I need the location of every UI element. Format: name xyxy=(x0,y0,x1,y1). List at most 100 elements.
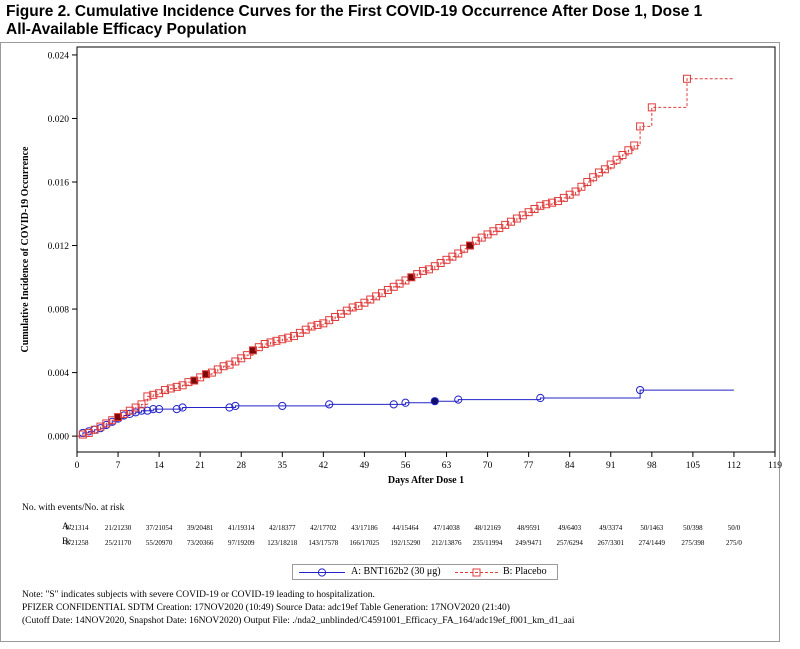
data-point-b xyxy=(278,335,287,344)
risk-table-cell: 275/398 xyxy=(681,539,705,547)
data-point-b xyxy=(571,187,580,196)
data-point-b xyxy=(272,336,281,345)
data-point-a xyxy=(635,385,645,395)
data-point-b xyxy=(149,390,158,399)
data-point-b xyxy=(160,386,169,395)
x-tick-label: 70 xyxy=(483,461,493,471)
data-point-b xyxy=(260,340,269,348)
figure-title-line1: Figure 2. Cumulative Incidence Curves fo… xyxy=(6,3,703,20)
legend-marker-a xyxy=(317,568,327,577)
data-point-b xyxy=(577,182,586,191)
data-point-b xyxy=(454,249,463,258)
y-tick-label: 0.016 xyxy=(48,179,70,189)
data-point-b xyxy=(313,320,322,329)
risk-table-cell: 257/6294 xyxy=(556,539,583,547)
plot-area xyxy=(76,46,776,453)
data-point-b xyxy=(624,146,633,155)
risk-table-cell: 50/398 xyxy=(683,524,703,532)
data-point-b xyxy=(219,362,228,371)
data-point-a xyxy=(155,405,164,414)
data-point-b xyxy=(606,160,615,169)
data-point-b xyxy=(683,74,692,83)
data-point-a xyxy=(172,405,181,414)
risk-table-cell: 0/21258 xyxy=(65,539,89,547)
risk-row-label: B: xyxy=(62,537,71,547)
data-point-a xyxy=(149,405,158,414)
risk-table-cell: 123/18218 xyxy=(267,539,298,547)
data-point-b xyxy=(647,103,656,112)
x-tick-label: 112 xyxy=(727,461,741,471)
risk-table-cell: 192/15290 xyxy=(390,539,421,547)
x-tick-label: 77 xyxy=(524,461,534,471)
risk-table-cell: 49/6403 xyxy=(558,524,582,532)
risk-table-cell: 143/17578 xyxy=(308,539,339,547)
x-tick-label: 14 xyxy=(154,461,164,471)
data-point-a xyxy=(389,400,398,409)
x-tick-label: 98 xyxy=(647,461,657,471)
x-tick-label: 119 xyxy=(768,461,782,471)
data-point-a xyxy=(278,401,287,411)
x-tick-label: 0 xyxy=(75,461,80,471)
risk-table-cell: 55/20970 xyxy=(145,539,173,547)
data-point-b xyxy=(172,382,181,391)
risk-table-cell: 274/1449 xyxy=(638,539,666,547)
data-point-a xyxy=(536,393,545,403)
footnote-note: Note: "S" indicates subjects with severe… xyxy=(22,590,375,600)
series-line-a xyxy=(77,389,734,437)
legend-symbols xyxy=(299,568,498,577)
data-point-a xyxy=(401,398,410,407)
data-point-b xyxy=(542,200,551,209)
risk-table-cell: 212/13876 xyxy=(431,539,462,547)
severe-marker-a xyxy=(430,397,439,406)
risk-table-cell: 166/17025 xyxy=(349,539,380,547)
x-tick-label: 91 xyxy=(606,461,616,471)
data-point-a xyxy=(454,395,463,404)
x-tick-label: 35 xyxy=(278,461,288,471)
data-point-b xyxy=(348,303,357,312)
figure-title-line2: All-Available Efficacy Population xyxy=(6,21,247,38)
risk-table-cell: 43/17186 xyxy=(351,524,378,532)
risk-table-header: No. with events/No. at risk xyxy=(22,503,125,513)
figure-frame xyxy=(0,42,780,642)
y-axis-label: Cumulative Incidence of COVID-19 Occurre… xyxy=(20,146,31,352)
risk-table-cell: 50/0 xyxy=(727,524,741,532)
x-axis-label: Days After Dose 1 xyxy=(388,475,464,486)
x-tick-label: 84 xyxy=(565,461,575,471)
risk-table-cell: 48/9591 xyxy=(517,524,541,532)
risk-table-cell: 73/20366 xyxy=(186,539,214,547)
data-point-b xyxy=(548,198,557,207)
legend: A: BNT162b2 (30 μg) B: Placebo xyxy=(292,564,558,580)
risk-row-label: A: xyxy=(62,522,72,532)
severe-marker-b xyxy=(202,370,211,379)
risk-table-cell: 47/14038 xyxy=(433,524,460,532)
y-tick-label: 0.000 xyxy=(48,433,70,443)
risk-table-cell: 267/3301 xyxy=(597,539,624,547)
y-tick-label: 0.008 xyxy=(48,306,70,316)
risk-table-cell: 21/21230 xyxy=(104,524,132,532)
risk-table-cell: 0/21314 xyxy=(65,524,89,532)
risk-table-cell: 39/20481 xyxy=(186,524,214,532)
x-tick-label: 105 xyxy=(686,461,701,471)
legend-marker-b xyxy=(472,568,481,577)
x-tick-label: 49 xyxy=(360,461,370,471)
risk-table-cell: 249/9471 xyxy=(515,539,542,547)
data-point-b xyxy=(284,333,293,342)
severe-marker-b xyxy=(465,241,474,250)
risk-table-cell: 42/18377 xyxy=(269,524,296,532)
data-point-b xyxy=(143,392,152,401)
data-point-b xyxy=(636,122,645,131)
series-line-b xyxy=(77,78,734,437)
data-point-a xyxy=(143,406,152,415)
figure-title: Figure 2. Cumulative Incidence Curves fo… xyxy=(6,3,702,39)
risk-table-cell: 25/21170 xyxy=(104,539,132,547)
data-point-b xyxy=(166,384,175,393)
data-point-b xyxy=(137,400,146,409)
risk-table-cell: 275/0 xyxy=(725,539,742,547)
risk-table-cell: 44/15464 xyxy=(392,524,419,532)
x-tick-label: 63 xyxy=(442,461,452,471)
data-point-a xyxy=(325,400,334,409)
risk-table-cell: 49/3374 xyxy=(599,524,623,532)
data-point-b xyxy=(266,338,275,347)
x-tick-label: 7 xyxy=(116,461,121,471)
footnote-cutoff: (Cutoff Date: 14NOV2020, Snapshot Date: … xyxy=(22,616,575,626)
